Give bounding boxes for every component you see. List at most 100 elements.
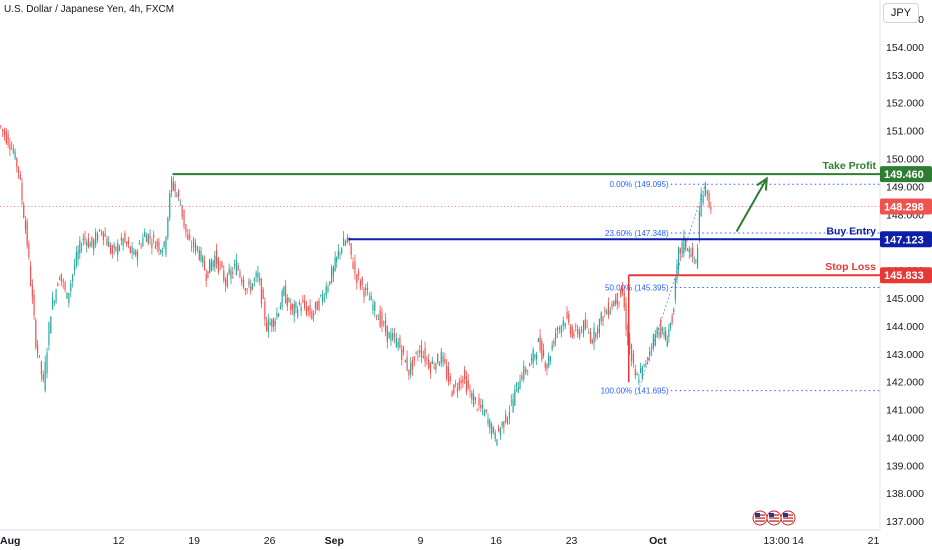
candle-body [399,337,401,349]
candle-body [669,322,672,329]
currency-button[interactable]: JPY [883,3,919,23]
candle-body [104,233,106,237]
candle-body [136,251,139,260]
candle-body [343,237,345,246]
candle-body [203,261,206,270]
candle-body [244,288,246,292]
candle-body [359,280,361,288]
candle-body [417,355,419,357]
candle-body [424,348,426,362]
candle-body [685,238,687,250]
candle-body [586,325,588,327]
candle-body [38,355,41,356]
candle-body [465,376,468,393]
candle-body [692,248,694,256]
candle-body [505,414,507,423]
candle-body [28,243,30,258]
candle-body [356,274,358,284]
us-flag-event-icon[interactable] [752,510,768,526]
candle-body [135,250,137,256]
candle-body [366,287,369,291]
candle-body [519,380,521,390]
candle-body [274,320,276,326]
candle-body [402,346,405,353]
x-tick-label: 16 [490,535,502,547]
candle-body [598,319,601,334]
candle-body [57,283,59,287]
candle-body [84,237,86,240]
candle-body [313,313,315,316]
y-tick-label: 145.000 [886,293,924,305]
candle-body [639,368,642,373]
candle-body [604,309,606,312]
candle-body [158,242,160,251]
candle-body [541,340,543,360]
candle-body [609,310,611,314]
candle-body [377,318,379,320]
candle-body [451,391,453,397]
candle-body [30,265,32,286]
candle-body [127,240,130,245]
candle-body [693,257,695,258]
candle-body [183,209,185,226]
candle-body [428,359,430,369]
candle-body [19,174,21,179]
us-flag-event-icon[interactable] [780,510,796,526]
candle-body [87,238,90,248]
candle-body [663,332,665,336]
candle-body [265,322,268,331]
candle-body [658,332,660,336]
candle-body [259,277,261,281]
candle-body [613,301,615,307]
candle-body [404,360,406,363]
candle-body [438,363,441,366]
candle-body [569,325,572,334]
candle-body [260,278,263,304]
candle-body [131,247,133,253]
candle-body [237,265,239,271]
candle-body [255,272,257,278]
candle-body [267,319,269,333]
candle-body [226,274,228,287]
candle-body [52,297,54,310]
candle-body [481,404,484,409]
candle-body [435,363,437,371]
candle-body [629,337,631,349]
candle-body [611,303,613,308]
candle-body [205,273,207,281]
candle-body [521,375,523,380]
candle-body [695,260,697,262]
candle-body [433,367,435,369]
candle-body [595,333,597,338]
candle-body [154,245,157,249]
fib-level-label: 0.00% (149.095) [609,180,668,189]
candle-body [279,306,281,310]
candle-body [322,293,324,303]
candle-body [304,300,306,308]
candle-body [212,260,214,268]
y-tick-label: 137.000 [886,516,924,528]
candle-body [276,312,278,318]
candle-body [232,272,234,274]
candle-body [467,380,469,389]
y-tick-label: 152.000 [886,98,924,110]
x-tick-label: 9 [418,535,424,547]
candle-body [189,235,191,240]
candle-body [580,329,583,332]
x-tick-label: 12 [113,535,125,547]
candle-body [365,287,367,290]
candle-body [177,190,180,197]
candle-body [161,250,164,253]
candle-body [96,233,99,241]
candle-body [593,327,595,344]
candle-body [476,409,478,411]
us-flag-event-icon[interactable] [766,510,782,526]
candle-body [233,263,236,266]
candle-body [614,299,617,304]
candle-body [602,316,604,322]
candle-body [555,333,557,340]
candle-body [458,381,460,389]
candle-body [532,349,534,364]
current-price-badge [880,198,932,215]
